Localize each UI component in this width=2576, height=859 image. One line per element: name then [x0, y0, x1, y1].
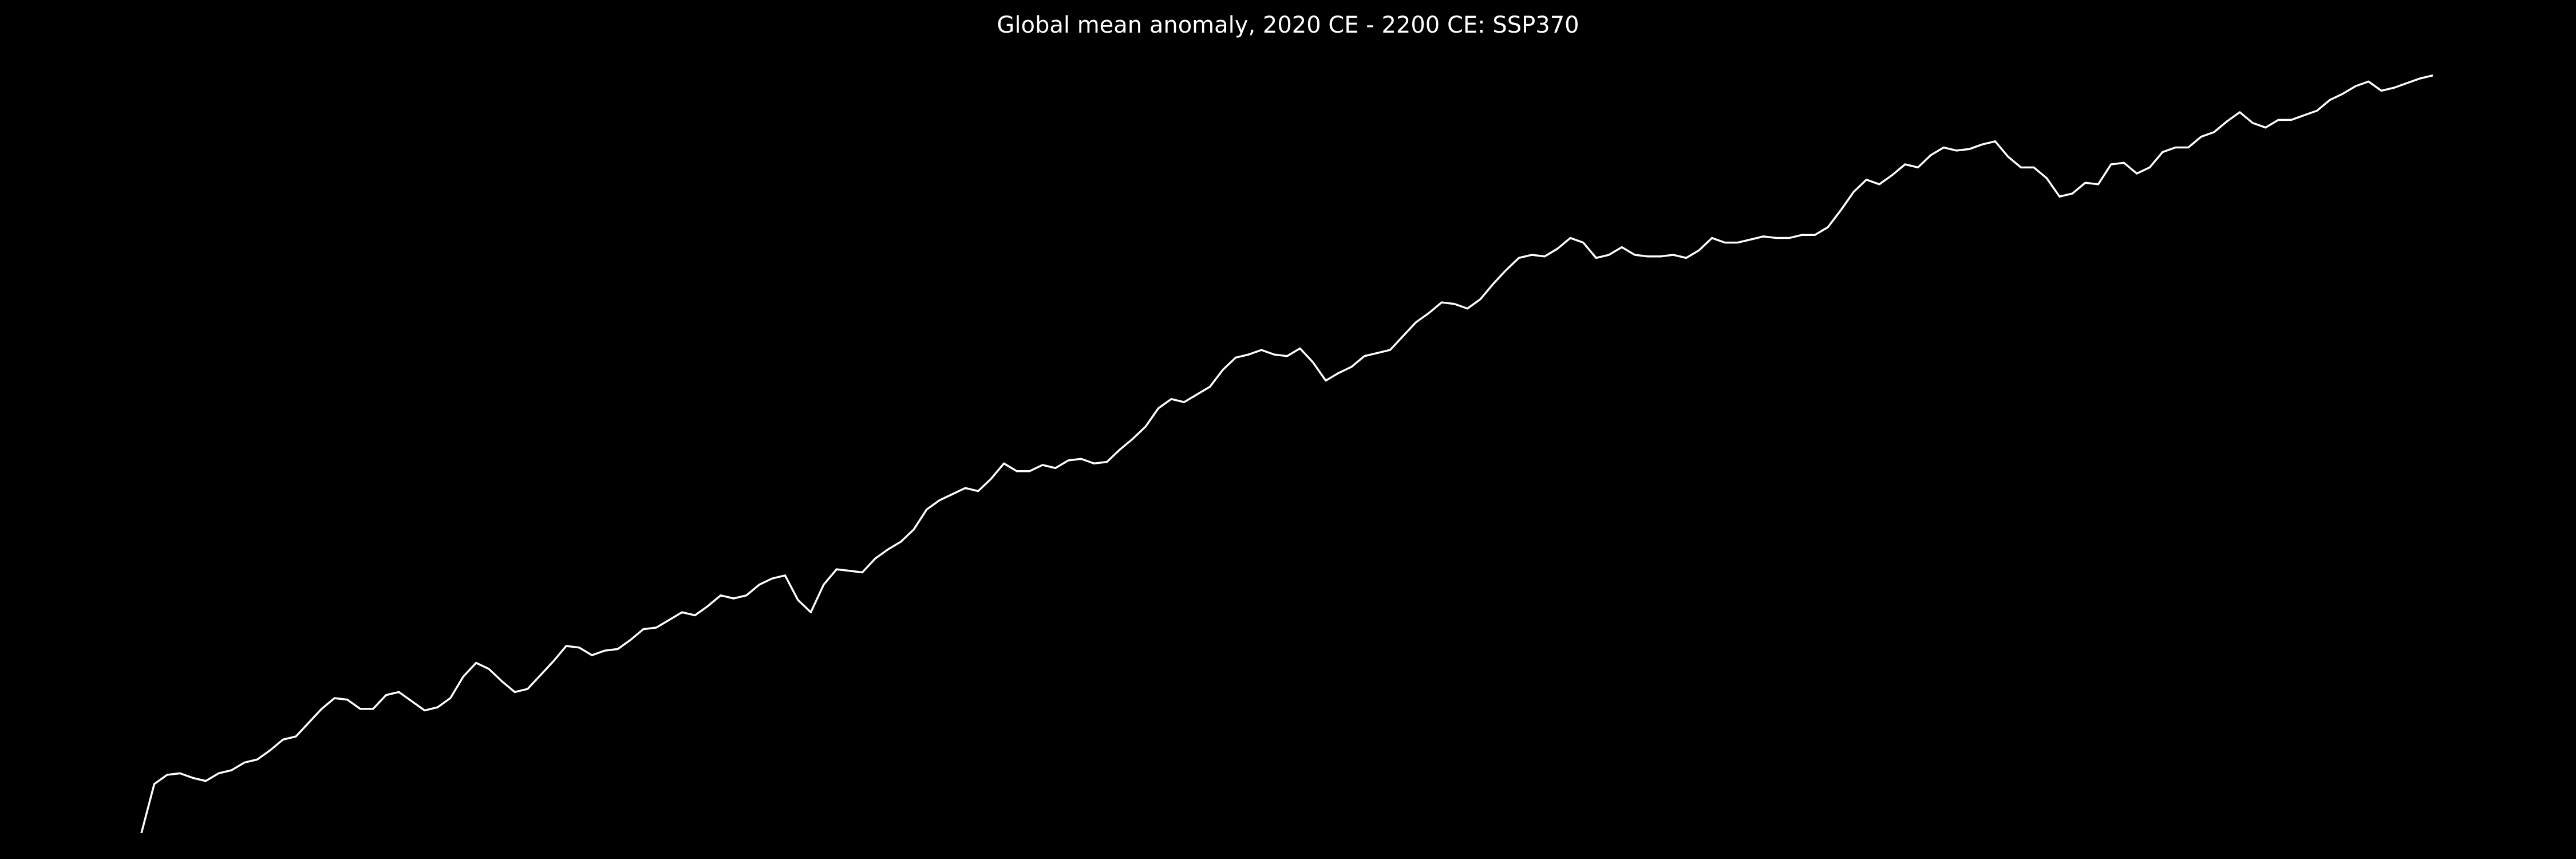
- chart-title: Global mean anomaly, 2020 CE - 2200 CE: …: [997, 12, 1579, 38]
- data-line: [140, 74, 2433, 834]
